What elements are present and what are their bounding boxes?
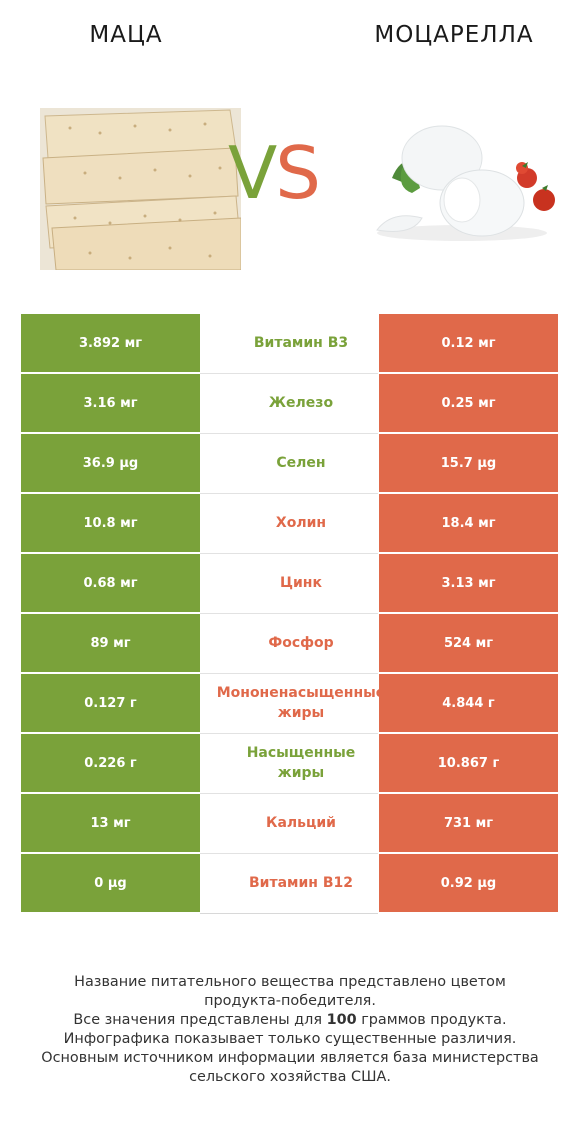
left-value-cell: 0.68 мг bbox=[21, 554, 200, 612]
nutrient-label: Цинк bbox=[280, 575, 322, 591]
matzo-image bbox=[40, 108, 241, 270]
right-value-cell: 731 мг bbox=[379, 794, 558, 852]
footer-line: Все значения представлены для 100 граммо… bbox=[20, 1011, 560, 1030]
footer-line: Основным источником информации является … bbox=[41, 1050, 539, 1066]
vs-v: V bbox=[228, 131, 277, 215]
vs-label: VS bbox=[228, 131, 321, 215]
right-value-cell: 4.844 г bbox=[379, 674, 558, 732]
footer-text: Все значения представлены для bbox=[73, 1012, 327, 1028]
nutrient-label: Кальций bbox=[266, 815, 336, 831]
table-row: 13 мг Кальций 731 мг bbox=[21, 794, 558, 854]
right-value-cell: 18.4 мг bbox=[379, 494, 558, 552]
footer-notes: Название питательного вещества представл… bbox=[20, 973, 560, 1087]
footer-line: Название питательного вещества представл… bbox=[74, 974, 506, 990]
table-row: 0 µg Витамин B12 0.92 µg bbox=[21, 854, 558, 914]
footer-text: граммов продукта. bbox=[356, 1012, 507, 1028]
nutrient-comparison-table: 3.892 мг Витамин B3 0.12 мг 3.16 мг Железо 0.… bbox=[21, 314, 558, 914]
left-value-cell: 36.9 µg bbox=[21, 434, 200, 492]
right-value-cell: 0.12 мг bbox=[379, 314, 558, 372]
nutrient-label: Витамин B12 bbox=[249, 875, 353, 891]
right-value-cell: 0.92 µg bbox=[379, 854, 558, 912]
nutrient-label: Железо bbox=[268, 395, 334, 411]
left-value-cell: 3.16 мг bbox=[21, 374, 200, 432]
nutrient-label: Холин bbox=[275, 515, 327, 531]
footer-bold-value: 100 bbox=[326, 1012, 357, 1028]
nutrient-label: Мононенасыщенные жиры bbox=[216, 685, 386, 721]
table-row: 10.8 мг Холин 18.4 мг bbox=[21, 494, 558, 554]
nutrient-label: Насыщенные жиры bbox=[246, 745, 356, 781]
right-value-cell: 0.25 мг bbox=[379, 374, 558, 432]
table-row: 0.226 г Насыщенные жиры 10.867 г bbox=[21, 734, 558, 794]
right-value-cell: 15.7 µg bbox=[379, 434, 558, 492]
left-value-cell: 0.127 г bbox=[21, 674, 200, 732]
table-row: 89 мг Фосфор 524 мг bbox=[21, 614, 558, 674]
footer-line: сельского хозяйства США. bbox=[189, 1069, 391, 1085]
left-value-cell: 13 мг bbox=[21, 794, 200, 852]
table-row: 3.892 мг Витамин B3 0.12 мг bbox=[21, 314, 558, 374]
table-row: 3.16 мг Железо 0.25 мг bbox=[21, 374, 558, 434]
left-value-cell: 10.8 мг bbox=[21, 494, 200, 552]
right-value-cell: 524 мг bbox=[379, 614, 558, 672]
left-value-cell: 3.892 мг bbox=[21, 314, 200, 372]
vs-s: S bbox=[275, 131, 321, 215]
right-value-cell: 3.13 мг bbox=[379, 554, 558, 612]
left-value-cell: 0 µg bbox=[21, 854, 200, 912]
nutrient-label: Фосфор bbox=[268, 635, 334, 651]
right-product-title: МОЦАРЕЛЛА bbox=[374, 22, 534, 48]
nutrient-label: Витамин B3 bbox=[253, 335, 349, 351]
footer-line: Инфографика показывает только существенн… bbox=[63, 1031, 517, 1047]
right-value-cell: 10.867 г bbox=[379, 734, 558, 792]
left-product-title: МАЦА bbox=[89, 22, 163, 48]
footer-line: продукта-победителя. bbox=[204, 993, 376, 1009]
left-value-cell: 89 мг bbox=[21, 614, 200, 672]
table-row: 36.9 µg Селен 15.7 µg bbox=[21, 434, 558, 494]
table-row: 0.127 г Мононенасыщенные жиры 4.844 г bbox=[21, 674, 558, 734]
table-row: 0.68 мг Цинк 3.13 мг bbox=[21, 554, 558, 614]
mozzarella-image bbox=[376, 125, 555, 241]
left-value-cell: 0.226 г bbox=[21, 734, 200, 792]
nutrient-label: Селен bbox=[276, 455, 326, 471]
